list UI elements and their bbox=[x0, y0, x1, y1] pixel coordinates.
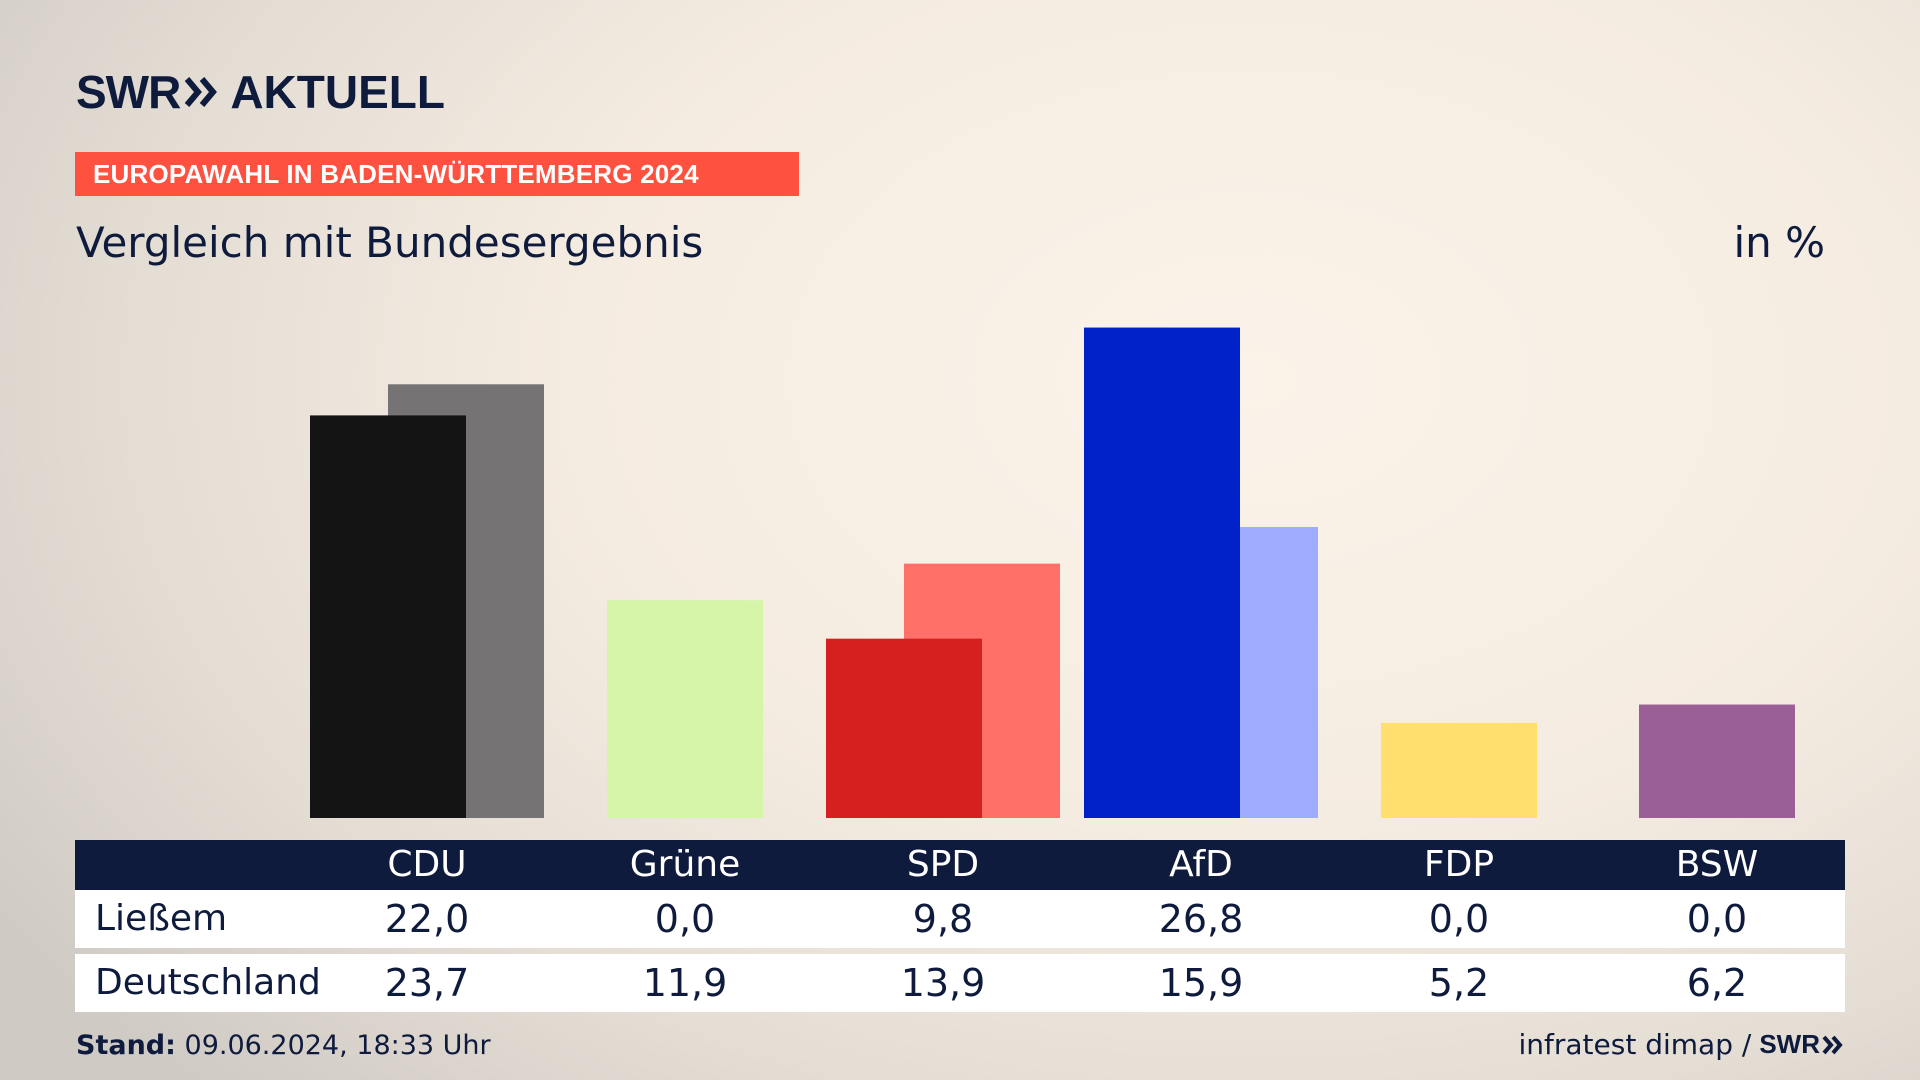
row-label-deutschland: Deutschland bbox=[95, 962, 321, 1003]
table-row-deutschland: Deutschland 23,7 11,9 13,9 15,9 5,2 6,2 bbox=[75, 954, 1845, 1012]
unit-label: in % bbox=[1733, 218, 1825, 267]
bar-spd-lie-em bbox=[826, 638, 982, 818]
chart-subtitle: Vergleich mit Bundesergebnis bbox=[76, 218, 704, 267]
value-spd-deutschland: 13,9 bbox=[900, 961, 986, 1005]
bar-fdp-deutschland bbox=[1381, 722, 1537, 818]
header-gr-ne: Grüne bbox=[629, 844, 741, 885]
header-spd: SPD bbox=[906, 844, 980, 885]
value-afd-lie-em: 26,8 bbox=[1158, 897, 1244, 941]
value-fdp-deutschland: 5,2 bbox=[1428, 961, 1490, 1005]
stand-info: Stand: 09.06.2024, 18:33 Uhr bbox=[76, 1030, 491, 1061]
bar-bsw-deutschland bbox=[1639, 704, 1795, 818]
double-chevron-icon bbox=[185, 77, 218, 107]
header-fdp: FDP bbox=[1423, 844, 1495, 885]
value-cdu-deutschland: 23,7 bbox=[384, 961, 470, 1005]
logo-aktuell-text: AKTUELL bbox=[230, 66, 445, 118]
value-bsw-lie-em: 0,0 bbox=[1686, 897, 1748, 941]
stand-value: 09.06.2024, 18:33 Uhr bbox=[184, 1030, 491, 1061]
logo-swr-text: SWR bbox=[76, 66, 181, 118]
row-label-liessem: Ließem bbox=[95, 898, 228, 939]
swr-aktuell-logo: SWR AKTUELL bbox=[76, 66, 445, 118]
election-banner: EUROPAWAHL IN BADEN-WÜRTTEMBERG 2024 bbox=[75, 152, 799, 196]
results-table: CDU Grüne SPD AfD FDP BSW Ließem 22,0 0,0 9,8 26… bbox=[75, 840, 1845, 1012]
header-bsw: BSW bbox=[1675, 844, 1759, 885]
bar-gr-ne-deutschland bbox=[607, 600, 763, 818]
value-bsw-deutschland: 6,2 bbox=[1686, 961, 1748, 1005]
table-header: CDU Grüne SPD AfD FDP BSW bbox=[75, 840, 1845, 890]
table-row-liessem: Ließem 22,0 0,0 9,8 26,8 0,0 0,0 bbox=[75, 890, 1845, 948]
header-afd: AfD bbox=[1169, 844, 1233, 885]
value-cdu-lie-em: 22,0 bbox=[384, 897, 470, 941]
header-cdu: CDU bbox=[387, 844, 467, 885]
value-spd-lie-em: 9,8 bbox=[912, 897, 974, 941]
value-afd-deutschland: 15,9 bbox=[1158, 961, 1244, 1005]
value-fdp-lie-em: 0,0 bbox=[1428, 897, 1490, 941]
bar-afd-lie-em bbox=[1084, 327, 1240, 818]
double-chevron-icon-small bbox=[1822, 1035, 1843, 1054]
value-gr-ne-deutschland: 11,9 bbox=[642, 961, 728, 1005]
stand-label: Stand: bbox=[76, 1030, 176, 1061]
value-gr-ne-lie-em: 0,0 bbox=[654, 897, 716, 941]
source-text: infratest dimap / bbox=[1518, 1028, 1752, 1061]
source-logo-text: SWR bbox=[1759, 1029, 1820, 1059]
source-info: infratest dimap / SWR bbox=[1519, 1028, 1845, 1061]
bar-cdu-lie-em bbox=[310, 415, 466, 818]
